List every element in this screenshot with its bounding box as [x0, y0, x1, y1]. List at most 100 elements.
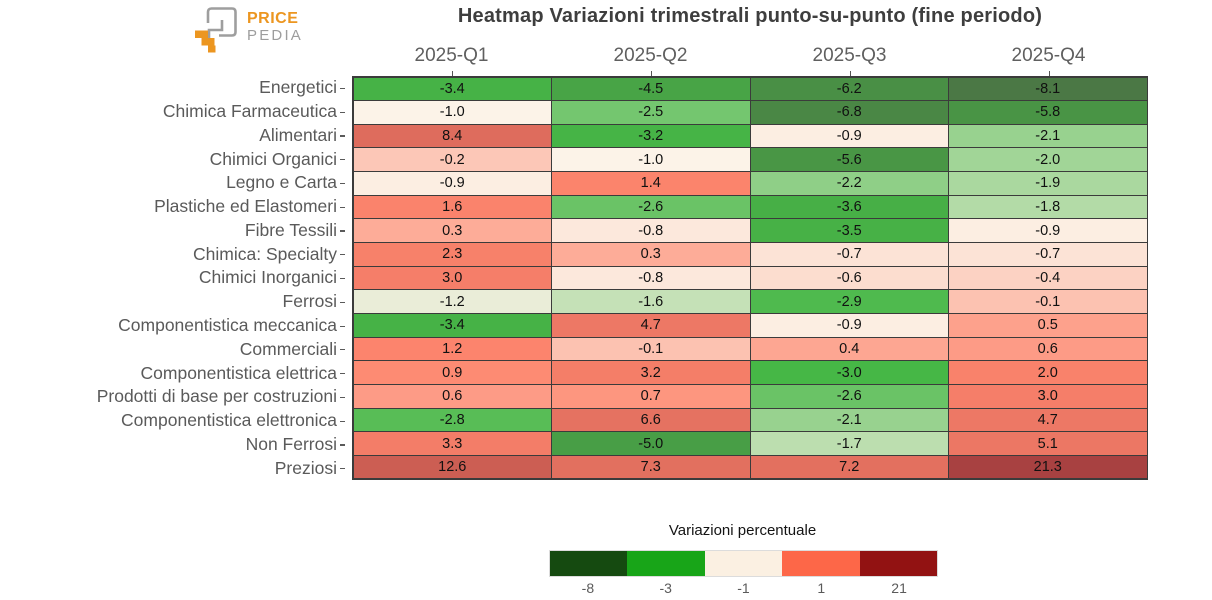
heatmap-cell: -2.6 [750, 384, 948, 408]
heatmap-cell: -3.4 [353, 313, 551, 337]
heatmap-cell: 0.4 [750, 337, 948, 361]
heatmap-cell: 5.1 [949, 432, 1147, 455]
heatmap-cell: 3.2 [552, 361, 750, 384]
heatmap-cell: -1.0 [552, 148, 750, 172]
heatmap-cell: -0.8 [552, 219, 750, 243]
heatmap-cell: 0.7 [552, 384, 750, 408]
logo-pedia-text: PEDIA [247, 27, 304, 44]
heatmap-cell: 0.9 [353, 361, 551, 384]
heatmap-cell: -1.0 [353, 101, 551, 124]
heatmap-cell: 0.5 [949, 313, 1147, 337]
heatmap-cell: -8.1 [949, 77, 1147, 101]
row-label: Chimici Inorganici [0, 266, 346, 290]
colorbar-tick-label: -3 [659, 580, 672, 596]
heatmap-cell: 6.6 [552, 408, 750, 432]
heatmap-cell: -5.8 [949, 101, 1147, 124]
colorbar-segment [627, 551, 705, 576]
heatmap-cell: 3.3 [353, 432, 551, 455]
row-label: Alimentari [0, 124, 346, 148]
heatmap-cell: -1.2 [353, 290, 551, 313]
heatmap-cell: -1.7 [750, 432, 948, 455]
colorbar-tick-label: -8 [581, 580, 595, 596]
column-header: 2025-Q3 [750, 44, 949, 76]
heatmap-cell: -5.0 [552, 432, 750, 455]
heatmap-cell: 8.4 [353, 124, 551, 148]
heatmap-cell: -2.9 [750, 290, 948, 313]
heatmap-cell: 12.6 [353, 455, 551, 479]
heatmap-cell: -6.2 [750, 77, 948, 101]
heatmap-cell: 7.2 [750, 455, 948, 479]
row-label: Commerciali [0, 337, 346, 361]
heatmap-cell: 1.4 [552, 172, 750, 195]
colorbar-segment [859, 551, 938, 576]
heatmap-cell: 3.0 [353, 266, 551, 290]
heatmap-cell: -1.9 [949, 172, 1147, 195]
row-label: Plastiche ed Elastomeri [0, 195, 346, 219]
row-label: Componentistica elettrica [0, 361, 346, 385]
pricepedia-logo: PRICE PEDIA [193, 4, 303, 54]
heatmap-cell: 4.7 [949, 408, 1147, 432]
colorbar-segment [550, 551, 628, 576]
row-label: Chimica: Specialty [0, 242, 346, 266]
heatmap-cell: 0.6 [353, 384, 551, 408]
heatmap-cell: 1.6 [353, 195, 551, 219]
heatmap-cell: 1.2 [353, 337, 551, 361]
column-header: 2025-Q4 [949, 44, 1148, 76]
heatmap-cell: 2.0 [949, 361, 1147, 384]
heatmap-cell: -0.1 [949, 290, 1147, 313]
logo-price-text: PRICE [247, 10, 299, 27]
chart-title: Heatmap Variazioni trimestrali punto-su-… [457, 5, 1043, 27]
colorbar-segment [782, 551, 860, 576]
heatmap-cell: -2.5 [552, 101, 750, 124]
heatmap-cell: 0.6 [949, 337, 1147, 361]
heatmap-cell: -2.2 [750, 172, 948, 195]
heatmap-cell: -3.4 [353, 77, 551, 101]
heatmap-cell: -6.8 [750, 101, 948, 124]
heatmap-cell: -5.6 [750, 148, 948, 172]
column-header: 2025-Q1 [352, 44, 551, 76]
heatmap-cell: 4.7 [552, 313, 750, 337]
heatmap-cell: -0.6 [750, 266, 948, 290]
heatmap-cell: 2.3 [353, 243, 551, 266]
row-label: Preziosi [0, 456, 346, 480]
heatmap-cell: -0.7 [750, 243, 948, 266]
heatmap-cell: -1.6 [552, 290, 750, 313]
row-label: Chimici Organici [0, 147, 346, 171]
pricepedia-logo-icon [195, 7, 237, 53]
heatmap-cell: 0.3 [552, 243, 750, 266]
row-label: Non Ferrosi [0, 432, 346, 456]
pricepedia-logo-text: PRICE PEDIA [247, 10, 304, 44]
heatmap-cell: -0.7 [949, 243, 1147, 266]
row-label: Fibre Tessili [0, 219, 346, 243]
heatmap-cell: 3.0 [949, 384, 1147, 408]
heatmap-grid: -3.4 -4.5 -6.2 -8.1 -1.0 -2.5 -6.8 -5.8 8.4 -3.2-… [352, 76, 1148, 480]
row-label: Componentistica meccanica [0, 314, 346, 338]
heatmap-cell: -3.5 [750, 219, 948, 243]
heatmap-cell: -2.6 [552, 195, 750, 219]
heatmap-cell: -0.8 [552, 266, 750, 290]
heatmap-cell: -2.1 [750, 408, 948, 432]
heatmap-cell: -1.8 [949, 195, 1147, 219]
heatmap-cell: -3.2 [552, 124, 750, 148]
row-label: Ferrosi [0, 290, 346, 314]
row-label: Legno e Carta [0, 171, 346, 195]
heatmap-cell: -4.5 [552, 77, 750, 101]
heatmap-cell: 21.3 [949, 455, 1147, 479]
row-label: Componentistica elettronica [0, 409, 346, 433]
row-label: Chimica Farmaceutica [0, 100, 346, 124]
heatmap-cell: -3.6 [750, 195, 948, 219]
heatmap-cell: -0.2 [353, 148, 551, 172]
heatmap-cell: -2.1 [949, 124, 1147, 148]
colorbar-title: Variazioni percentuale [668, 522, 817, 539]
row-label: Prodotti di base per costruzioni [0, 385, 346, 409]
heatmap-cell: 7.3 [552, 455, 750, 479]
colorbar-tick-labels: -8 -3 -1 1 21 [549, 580, 938, 596]
row-labels: Energetici Chimica Farmaceutica Alimentari… [0, 76, 346, 480]
heatmap-cell: -3.0 [750, 361, 948, 384]
colorbar-tick-label: -1 [737, 580, 750, 596]
colorbar-tick-label: 21 [891, 580, 907, 596]
heatmap-cell: -0.9 [949, 219, 1147, 243]
colorbar-segment [704, 551, 783, 576]
heatmap-cell: 0.3 [353, 219, 551, 243]
